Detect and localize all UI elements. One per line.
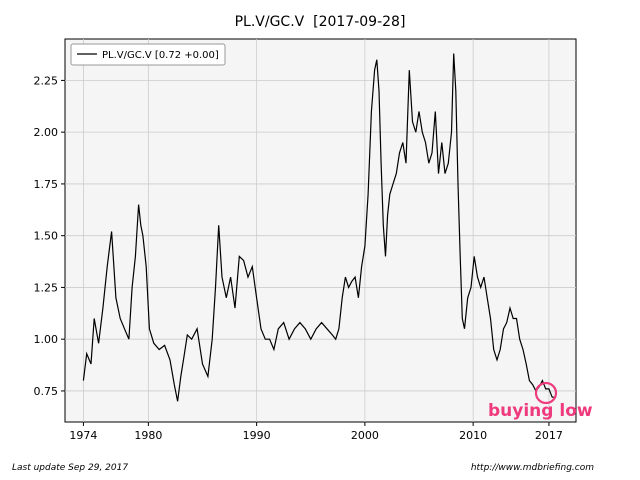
y-tick-label: 1.25 — [34, 281, 59, 294]
last-update-text: Last update Sep 29, 2017 — [12, 463, 129, 473]
x-tick-label: 1980 — [134, 429, 162, 442]
x-tick-label: 1974 — [69, 429, 97, 442]
x-tick-label: 2000 — [351, 429, 379, 442]
gridlines — [65, 39, 576, 422]
y-tick-label: 1.75 — [34, 178, 59, 191]
y-tick-label: 1.00 — [34, 333, 59, 346]
highlight-circle — [534, 381, 558, 405]
annotation-buying-low: buying low — [488, 401, 593, 421]
chart-title: PL.V/GC.V [2017-09-28] — [234, 14, 406, 30]
y-axis: 0.75 1.00 1.25 1.50 1.75 2.00 2.25 — [34, 74, 65, 398]
y-tick-label: 0.75 — [34, 385, 59, 398]
legend: PL.V/GC.V [0.72 +0.00] — [70, 43, 226, 66]
legend-entry: PL.V/GC.V [0.72 +0.00] — [102, 50, 219, 61]
y-tick-label: 2.25 — [34, 74, 59, 87]
source-url[interactable]: http://www.mdbriefing.com — [470, 463, 594, 473]
x-tick-label: 2010 — [459, 429, 487, 442]
x-tick-label: 1990 — [243, 429, 271, 442]
plot-background — [64, 38, 577, 423]
y-tick-label: 2.00 — [34, 126, 59, 139]
x-axis: 1974 1980 1990 2000 2010 2017 — [69, 422, 563, 442]
y-tick-label: 1.50 — [34, 230, 59, 243]
x-tick-label: 2017 — [535, 429, 563, 442]
series-line-pl-gc-ratio — [82, 53, 556, 402]
